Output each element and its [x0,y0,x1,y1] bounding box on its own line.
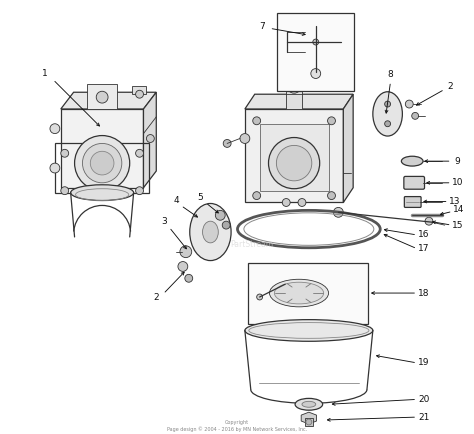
Circle shape [385,121,391,127]
Circle shape [298,198,306,207]
Text: 16: 16 [418,230,430,240]
Circle shape [405,100,413,108]
Bar [132,86,146,94]
Circle shape [425,217,433,225]
Bar [260,124,328,191]
Ellipse shape [245,319,373,341]
Circle shape [178,262,188,271]
Text: PartStream: PartStream [230,240,273,249]
Circle shape [82,143,122,183]
Circle shape [328,192,336,200]
Circle shape [96,91,108,103]
Circle shape [136,90,144,98]
Text: 21: 21 [419,413,430,421]
Text: 8: 8 [388,70,393,79]
Circle shape [276,145,312,181]
Text: 7: 7 [259,22,264,31]
Circle shape [268,138,319,189]
Text: 19: 19 [418,358,430,368]
Text: 15: 15 [452,220,463,230]
Text: 17: 17 [418,244,430,253]
Ellipse shape [71,185,134,201]
Circle shape [385,101,391,107]
Polygon shape [245,94,353,109]
Bar [245,109,343,203]
Bar [305,418,313,426]
Bar [87,84,117,109]
Circle shape [313,39,319,45]
Circle shape [253,192,261,200]
Circle shape [91,151,114,175]
FancyBboxPatch shape [404,176,425,189]
Ellipse shape [295,398,323,410]
Ellipse shape [274,282,324,304]
Polygon shape [144,92,156,188]
Circle shape [215,210,225,220]
Text: 10: 10 [452,178,463,187]
Circle shape [306,419,312,425]
Ellipse shape [190,204,231,260]
Polygon shape [343,94,353,203]
Text: 5: 5 [198,193,203,202]
Ellipse shape [302,401,316,407]
Bar [286,87,302,109]
Ellipse shape [401,156,423,166]
Circle shape [328,117,336,125]
Text: 14: 14 [453,205,464,214]
Circle shape [61,149,69,157]
Circle shape [222,221,230,229]
Circle shape [412,112,419,119]
Circle shape [180,246,191,258]
Circle shape [50,163,60,173]
Circle shape [185,274,193,282]
Ellipse shape [202,221,219,243]
Bar [55,143,149,193]
Circle shape [287,79,301,93]
Circle shape [334,207,343,217]
Circle shape [283,198,290,207]
Circle shape [74,135,130,191]
Text: 18: 18 [418,289,430,298]
Text: 3: 3 [161,217,167,226]
Text: 4: 4 [173,196,179,205]
Bar [277,13,354,91]
Bar [61,109,144,188]
Circle shape [257,294,263,300]
Circle shape [50,124,60,134]
Text: 20: 20 [419,395,430,404]
Ellipse shape [373,92,402,136]
Circle shape [223,139,231,148]
Circle shape [61,187,69,194]
Circle shape [136,149,144,157]
Text: 1: 1 [42,69,48,78]
Bar [248,263,368,324]
Circle shape [311,69,321,79]
Circle shape [240,134,250,143]
Circle shape [136,187,144,194]
Polygon shape [61,92,156,109]
Text: Copyright
Page design © 2004 - 2016 by MN Network Services, Inc.: Copyright Page design © 2004 - 2016 by M… [167,420,307,431]
Text: 13: 13 [449,197,460,206]
Text: 2: 2 [448,82,454,91]
Polygon shape [301,412,317,424]
Circle shape [253,117,261,125]
Ellipse shape [270,279,328,307]
Circle shape [146,135,155,142]
Text: 2: 2 [154,293,159,302]
FancyBboxPatch shape [404,197,421,207]
Text: 9: 9 [455,157,460,166]
